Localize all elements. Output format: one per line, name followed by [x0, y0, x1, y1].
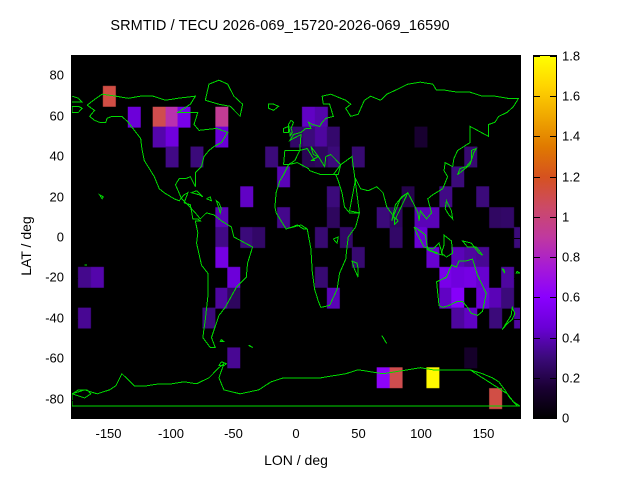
colorbar-tick-label: 1.2	[562, 169, 581, 185]
y-tick-label: 60	[49, 108, 64, 124]
y-tick-mark	[72, 76, 78, 78]
x-tick-label: -50	[224, 426, 243, 441]
coastline-layer	[72, 56, 520, 418]
colorbar-tick-mark	[550, 96, 556, 98]
y-tick-mark	[514, 238, 520, 239]
y-tick-mark	[72, 157, 78, 159]
colorbar-tick-label: 1.4	[562, 128, 581, 144]
colorbar-tick-mark	[550, 56, 556, 57]
x-tick-mark	[359, 56, 361, 62]
x-tick-label: 50	[351, 426, 366, 441]
y-tick-label: -40	[45, 310, 64, 326]
x-tick-mark	[172, 56, 173, 62]
x-tick-mark	[484, 412, 486, 418]
x-tick-mark	[359, 412, 361, 418]
colorbar-tick-mark	[534, 337, 540, 339]
x-tick-label: -150	[95, 426, 122, 441]
y-tick-label: 0	[56, 229, 64, 245]
x-tick-mark	[109, 56, 111, 62]
page-title: SRMTID / TECU 2026-069_15720-2026-069_16…	[110, 18, 450, 34]
x-tick-mark	[297, 56, 298, 62]
colorbar-tick-mark	[534, 418, 540, 419]
x-tick-mark	[234, 56, 236, 62]
colorbar-tick-mark	[534, 257, 540, 259]
colorbar-tick-label: 0.4	[562, 330, 581, 346]
heatmap-cells-layer	[72, 56, 520, 418]
x-axis-tick-labels: -150 -100 -50 0 50 100 150	[0, 426, 640, 446]
map-plot-area[interactable]	[71, 55, 521, 419]
colorbar-tick-mark	[550, 418, 556, 419]
x-tick-mark	[109, 412, 111, 418]
y-tick-mark	[514, 157, 520, 159]
y-tick-label: 40	[49, 148, 64, 164]
x-tick-label: 100	[410, 426, 432, 441]
colorbar-tick-mark	[534, 297, 540, 299]
colorbar[interactable]	[533, 55, 557, 419]
x-tick-mark	[484, 56, 486, 62]
y-tick-mark	[72, 116, 78, 118]
colorbar-tick-label: 1.6	[562, 88, 581, 104]
y-tick-label: 80	[49, 67, 64, 83]
y-tick-mark	[72, 399, 78, 401]
colorbar-tick-mark	[550, 257, 556, 259]
colorbar-tick-label: 1	[562, 209, 570, 225]
y-tick-label: 20	[49, 189, 64, 205]
y-tick-mark	[514, 278, 520, 280]
colorbar-tick-label: 1.8	[562, 48, 581, 64]
y-tick-mark	[514, 359, 520, 361]
x-tick-mark	[422, 56, 423, 62]
colorbar-tick-label: 0.8	[562, 249, 581, 265]
x-axis-title: LON / deg	[264, 452, 328, 468]
colorbar-tick-mark	[550, 377, 556, 379]
y-tick-mark	[72, 278, 78, 280]
y-tick-mark	[514, 399, 520, 401]
x-tick-mark	[172, 412, 173, 418]
colorbar-tick-mark	[550, 337, 556, 339]
x-tick-mark	[297, 412, 298, 418]
colorbar-tick-mark	[534, 56, 540, 57]
x-tick-mark	[234, 412, 236, 418]
colorbar-tick-label: 0.6	[562, 289, 581, 305]
y-axis-tick-labels: 80 60 40 20 0 -20 -40 -60 -80	[0, 0, 64, 480]
y-tick-mark	[72, 238, 78, 239]
colorbar-tick-mark	[550, 216, 556, 218]
colorbar-tick-mark	[534, 136, 540, 138]
x-tick-mark	[422, 412, 423, 418]
y-tick-mark	[72, 318, 78, 320]
colorbar-ticks	[534, 56, 556, 419]
colorbar-tick-mark	[534, 377, 540, 379]
colorbar-gradient	[534, 56, 556, 418]
colorbar-tick-mark	[534, 176, 540, 178]
y-tick-mark	[514, 318, 520, 320]
colorbar-tick-mark	[550, 297, 556, 299]
colorbar-tick-label: 0.2	[562, 370, 581, 386]
x-tick-label: -100	[157, 426, 185, 441]
colorbar-tick-label: 0	[562, 410, 570, 426]
y-tick-mark	[514, 116, 520, 118]
y-tick-label: -80	[45, 391, 64, 407]
y-tick-mark	[72, 197, 78, 199]
y-tick-label: -60	[45, 350, 64, 366]
colorbar-tick-mark	[550, 136, 556, 138]
y-tick-mark	[72, 359, 78, 361]
x-tick-label: 150	[472, 426, 495, 441]
colorbar-tick-mark	[534, 96, 540, 98]
x-tick-label: 0	[292, 426, 300, 441]
colorbar-tick-labels: 0 0.2 0.4 0.6 0.8 1 1.2 1.4 1.6 1.8	[562, 49, 638, 426]
y-tick-mark	[514, 197, 520, 199]
colorbar-tick-mark	[550, 176, 556, 178]
y-tick-label: -20	[45, 269, 64, 285]
colorbar-tick-mark	[534, 216, 540, 218]
y-axis-title: LAT / deg	[18, 216, 34, 276]
y-tick-mark	[514, 76, 520, 78]
